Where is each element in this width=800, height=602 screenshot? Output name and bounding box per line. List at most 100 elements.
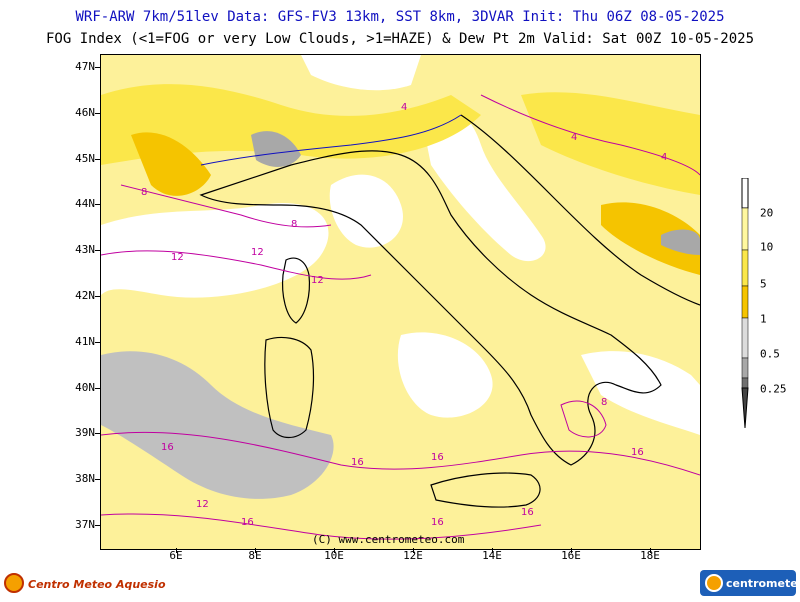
colorbar xyxy=(741,178,749,429)
haze-band-balkans xyxy=(521,92,700,195)
lat-label: 41N xyxy=(75,334,95,348)
balkan-coastline xyxy=(460,114,700,306)
contour-label: 16 xyxy=(351,457,364,468)
logo-left-svg: Centro Meteo Aquesio xyxy=(4,573,166,593)
italy-coastline xyxy=(199,150,662,466)
colorbar-label: 5 xyxy=(760,277,767,291)
contour-label: 16 xyxy=(161,442,174,453)
contour-line-12a xyxy=(101,250,372,280)
sun-icon xyxy=(4,573,24,593)
lon-label: 10E xyxy=(324,549,344,562)
corsica-coastline xyxy=(281,257,311,324)
lon-label: 8E xyxy=(248,549,262,562)
lon-label: 14E xyxy=(482,549,502,562)
contour-line-8a xyxy=(120,184,332,228)
lat-tick xyxy=(95,341,100,343)
colorbar-label: 10 xyxy=(760,240,774,254)
contour-label: 12 xyxy=(196,499,209,510)
lat-tick xyxy=(95,250,100,252)
contour-label: 12 xyxy=(171,252,184,263)
colorbar-segment xyxy=(741,377,749,389)
colorbar-segment xyxy=(741,249,749,287)
lon-tick xyxy=(413,548,414,553)
lat-label: 40N xyxy=(75,380,95,394)
contour-label: 4 xyxy=(661,152,667,163)
lon-tick xyxy=(176,548,177,553)
lat-label: 45N xyxy=(75,151,95,165)
colorbar-segment xyxy=(741,317,749,359)
globe-icon xyxy=(705,574,723,592)
map-credit: (C) www.centrometeo.com xyxy=(312,533,465,546)
colorbar-segment xyxy=(741,285,749,319)
lat-tick xyxy=(95,67,100,68)
lat-label: 47N xyxy=(75,60,95,73)
colorbar-label: 0.25 xyxy=(760,382,787,396)
map-svg: 16 12 16 16 16 12 12 8 8 4 4 16 16 12 8 16 4 xyxy=(101,55,700,549)
lat-tick xyxy=(95,433,100,435)
sicily-coastline xyxy=(430,472,541,508)
contour-label: 4 xyxy=(401,102,407,113)
fog-patch-south-west xyxy=(101,351,334,499)
contour-label: 16 xyxy=(631,447,644,458)
contour-loop-calabria xyxy=(560,400,607,438)
logo-right-svg: centrometeo xyxy=(700,570,800,596)
colorbar-segment xyxy=(741,207,749,251)
haze-strong-balkans xyxy=(601,202,700,275)
logo-left-text: Centro Meteo Aquesio xyxy=(28,578,166,591)
contour-line-16a xyxy=(101,431,700,476)
contour-label: 12 xyxy=(251,247,264,258)
haze-strong-west-alps xyxy=(131,132,211,196)
lat-label: 37N xyxy=(75,518,95,531)
contour-label: 12 xyxy=(311,275,324,286)
contour-label: 16 xyxy=(521,507,534,518)
lon-tick xyxy=(650,548,651,553)
lon-tick xyxy=(492,548,493,553)
fog-patch-alps xyxy=(251,131,301,167)
fog-patch-east xyxy=(661,229,700,255)
sardinia-coastline xyxy=(264,336,315,439)
lat-label: 39N xyxy=(75,426,95,440)
clear-adriatic xyxy=(421,106,546,262)
clear-ligurian xyxy=(329,174,403,248)
contour-label: 8 xyxy=(601,397,607,408)
contour-labels: 16 12 16 16 16 12 12 8 8 4 4 16 16 12 8 16 4 xyxy=(141,102,667,528)
lon-label: 18E xyxy=(640,549,660,562)
lat-tick xyxy=(95,525,100,526)
lat-tick xyxy=(95,296,100,297)
lon-tick xyxy=(334,548,335,553)
contour-label: 16 xyxy=(241,517,254,528)
lat-label: 38N xyxy=(75,472,95,486)
alpine-border xyxy=(200,114,462,166)
colorbar-top-cap xyxy=(741,178,749,209)
lat-tick xyxy=(95,204,100,206)
lon-tick xyxy=(571,548,572,553)
colorbar-segment xyxy=(741,357,749,379)
contour-line-4a xyxy=(480,94,700,176)
fog-index-map: 16 12 16 16 16 12 12 8 8 4 4 16 16 12 8 16 4 xyxy=(100,54,701,550)
clear-sea-west xyxy=(101,203,329,298)
clear-north xyxy=(301,55,421,91)
colorbar-bottom-cap xyxy=(741,387,749,429)
contour-label: 4 xyxy=(571,132,577,143)
colorbar-label: 0.5 xyxy=(760,347,780,361)
lat-tick xyxy=(95,158,100,160)
haze-band-alps xyxy=(101,84,481,165)
lat-tick xyxy=(95,112,100,114)
lon-label: 6E xyxy=(169,549,183,562)
lat-tick xyxy=(95,479,100,481)
lat-label: 43N xyxy=(75,243,95,257)
lat-label: 42N xyxy=(75,289,95,302)
contour-line-16b xyxy=(101,513,542,540)
contour-label: 16 xyxy=(431,517,444,528)
clear-tyrrhenian xyxy=(397,332,493,418)
colorbar-label: 1 xyxy=(760,312,767,326)
colorbar-label: 20 xyxy=(760,206,774,220)
lon-tick xyxy=(255,548,256,553)
centro-meteo-aquesio-logo: Centro Meteo Aquesio xyxy=(4,570,244,596)
contour-label: 8 xyxy=(141,187,147,198)
logo-right-text: centrometeo xyxy=(726,577,796,590)
centrometeo-logo: centrometeo xyxy=(700,568,800,598)
lon-label: 16E xyxy=(561,549,581,562)
title-line-2: FOG Index (<1=FOG or very Low Clouds, >1… xyxy=(45,31,754,47)
lat-tick xyxy=(95,387,100,389)
